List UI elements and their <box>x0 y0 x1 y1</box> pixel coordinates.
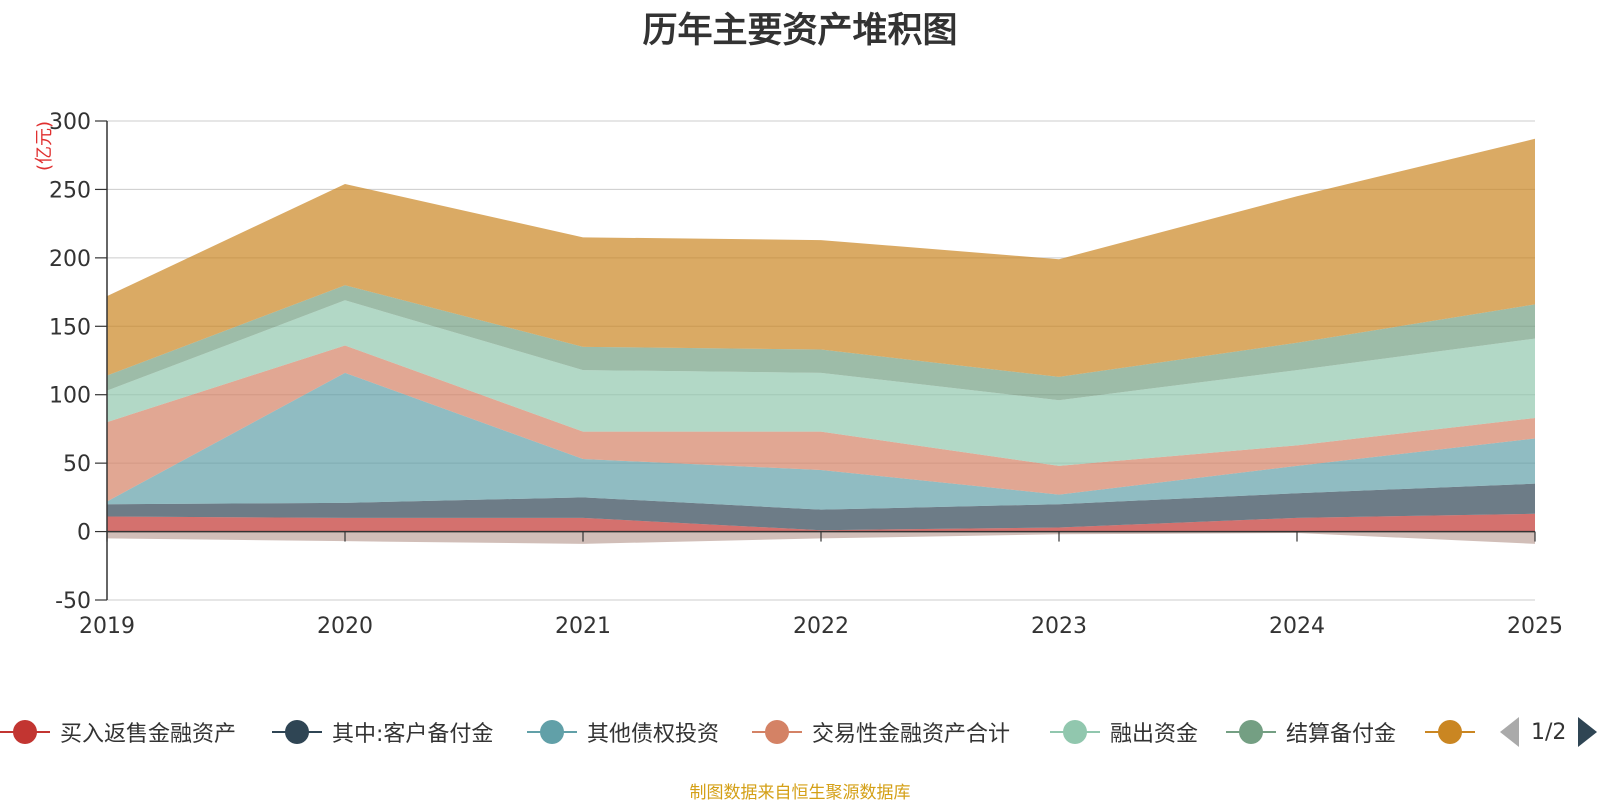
data-source-note: 制图数据来自恒生聚源数据库 <box>689 783 911 803</box>
legend-item[interactable]: 买入返售金融资产 <box>0 712 236 752</box>
legend-marker-icon <box>1050 720 1100 744</box>
area-买入返售金融资产 <box>107 513 1535 532</box>
x-tick-label: 2021 <box>555 614 611 639</box>
x-tick-label: 2025 <box>1507 614 1563 639</box>
legend-label: 其中:客户备付金 <box>332 722 494 747</box>
legend: 买入返售金融资产 其中:客户备付金 其他债权投资 交易性金融资产合计 融出资金 结算备付金… <box>0 712 1600 752</box>
y-tick-label: 50 <box>63 452 91 477</box>
area-其他债权投资 <box>107 372 1535 510</box>
legend-page-indicator: 1/2 <box>1531 719 1567 745</box>
x-tick-label: 2019 <box>79 614 135 639</box>
legend-label: 交易性金融资产合计 <box>812 722 1011 747</box>
area-unnamed-series-7 <box>107 138 1535 377</box>
legend-marker-icon <box>527 720 577 744</box>
y-axis-unit-label: (亿元) <box>34 121 55 171</box>
legend-prev-page-icon[interactable] <box>1500 717 1519 747</box>
x-tick-label: 2023 <box>1031 614 1087 639</box>
chart-title: 历年主要资产堆积图 <box>642 11 958 51</box>
area-结算备付金 <box>107 285 1535 401</box>
legend-next-page-icon[interactable] <box>1578 717 1598 747</box>
y-tick-label: 300 <box>49 110 91 135</box>
legend-label: 买入返售金融资产 <box>60 722 237 747</box>
x-tick-label: 2024 <box>1269 614 1325 639</box>
legend-label: 结算备付金 <box>1286 722 1397 747</box>
legend-marker-icon <box>752 720 802 744</box>
area-交易性金融资产合计 <box>107 345 1535 502</box>
legend-item[interactable]: 其中:客户备付金 <box>272 712 493 752</box>
y-tick-label: -50 <box>55 589 91 614</box>
y-tick-label: 0 <box>77 521 91 546</box>
legend-label: 融出资金 <box>1110 722 1199 747</box>
area-融出资金 <box>107 300 1535 466</box>
y-tick-label: 250 <box>49 178 91 203</box>
x-tick-label: 2022 <box>793 614 849 639</box>
legend-marker-icon <box>272 720 322 744</box>
legend-item[interactable] <box>1425 712 1485 752</box>
legend-marker-icon <box>1425 720 1475 744</box>
area-series <box>107 138 1535 544</box>
legend-marker-icon <box>1226 720 1276 744</box>
y-tick-label: 200 <box>49 247 91 272</box>
legend-item[interactable]: 交易性金融资产合计 <box>752 712 1010 752</box>
y-tick-label: 150 <box>49 315 91 340</box>
legend-pager: 1/2 <box>1500 712 1598 752</box>
legend-item[interactable]: 其他债权投资 <box>527 712 719 752</box>
legend-marker-icon <box>0 720 50 744</box>
legend-item[interactable]: 融出资金 <box>1050 712 1198 752</box>
area-其中:客户备付金 <box>107 483 1535 531</box>
y-tick-label: 100 <box>49 384 91 409</box>
legend-label: 其他债权投资 <box>587 722 720 747</box>
legend-item[interactable]: 结算备付金 <box>1226 712 1396 752</box>
x-tick-label: 2020 <box>317 614 373 639</box>
